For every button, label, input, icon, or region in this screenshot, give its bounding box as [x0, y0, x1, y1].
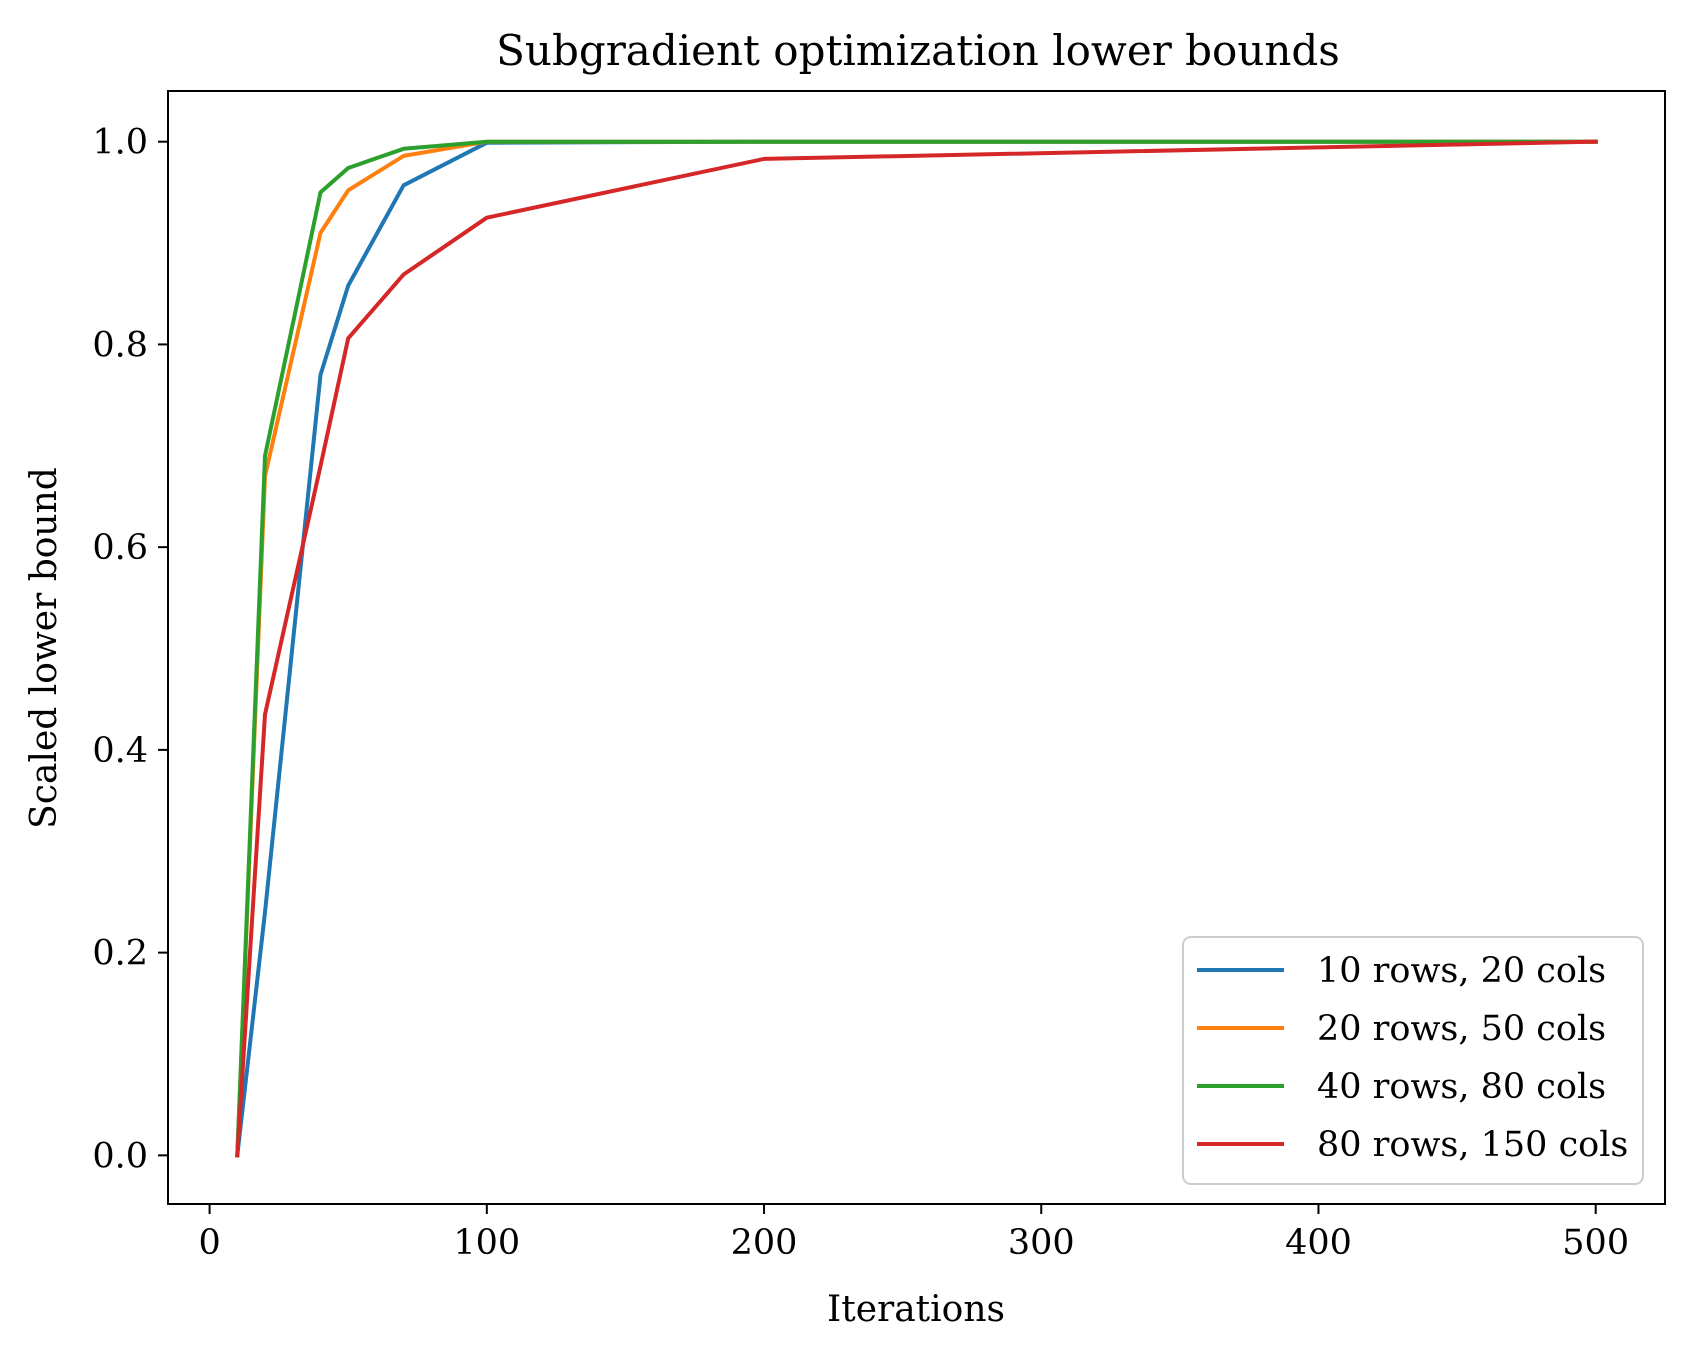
- y-tick-label: 0.6: [92, 528, 148, 568]
- plot-frame: [167, 90, 1666, 1205]
- x-axis: 0 100 200 300 400 500: [198, 1204, 1629, 1263]
- x-tick-label: 100: [453, 1223, 520, 1263]
- y-tick-label: 0.0: [92, 1136, 148, 1176]
- y-tick-label: 0.4: [92, 731, 148, 771]
- legend-label: 40 rows, 80 cols: [1317, 1067, 1606, 1107]
- chart-title: Subgradient optimization lower bounds: [496, 26, 1340, 75]
- x-tick-label: 200: [731, 1223, 798, 1263]
- series-line-4: [235, 139, 1598, 1158]
- y-tick-label: 0.2: [92, 934, 148, 974]
- x-tick-label: 300: [1008, 1223, 1075, 1263]
- y-axis-label: Scaled lower bound: [24, 467, 65, 829]
- plot-series: [235, 139, 1598, 1158]
- y-tick-label: 0.8: [92, 325, 148, 365]
- legend: 10 rows, 20 cols 20 rows, 50 cols 40 rows,…: [1182, 936, 1644, 1185]
- x-tick-label: 0: [198, 1223, 220, 1263]
- legend-label: 20 rows, 50 cols: [1317, 1009, 1606, 1049]
- legend-box: [1182, 936, 1644, 1185]
- x-tick-label: 400: [1285, 1223, 1352, 1263]
- x-tick-label: 500: [1562, 1223, 1629, 1263]
- x-axis-label: Iterations: [827, 1289, 1005, 1330]
- y-tick-label: 1.0: [92, 123, 148, 163]
- legend-label: 80 rows, 150 cols: [1317, 1125, 1628, 1165]
- series-line-3: [235, 139, 1598, 1158]
- legend-label: 10 rows, 20 cols: [1317, 951, 1606, 991]
- y-axis: 0.0 0.2 0.4 0.6 0.8 1.0: [92, 123, 168, 1176]
